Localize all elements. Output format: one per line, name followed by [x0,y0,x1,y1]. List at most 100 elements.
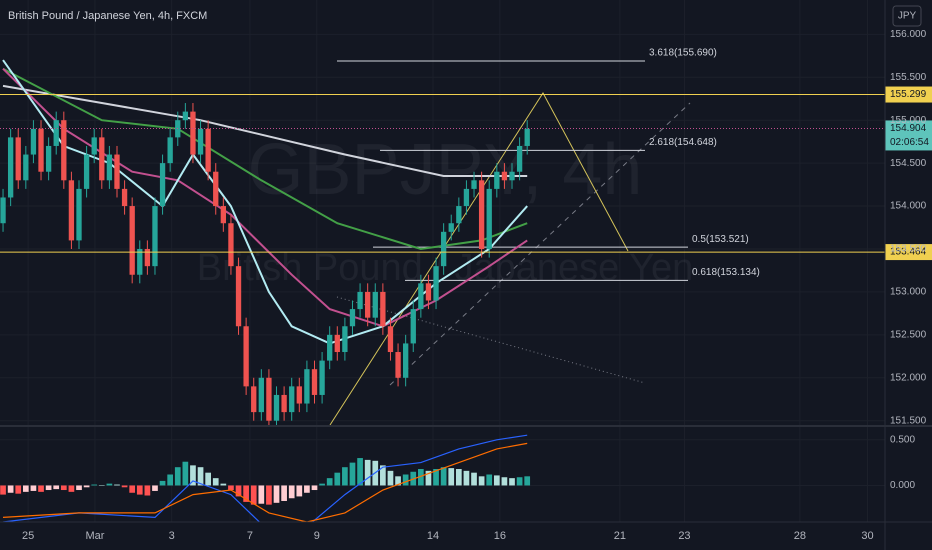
macd-histogram-bar [38,485,44,492]
price-badge [885,86,932,103]
candle-body [0,197,6,224]
candle-body [152,206,158,267]
candle-body [410,309,416,344]
candle-body [83,154,90,189]
candle-body [258,377,264,413]
macd-histogram-bar [448,468,455,486]
macd-histogram-bar [205,472,211,486]
macd-histogram-bar [455,469,462,486]
y-tick-label: 153.000 [890,287,927,298]
macd-histogram-bar [509,478,515,486]
candle-body [304,369,310,404]
countdown: 02:06:54 [890,137,929,148]
candle-body [372,291,378,318]
candle-body [425,283,432,301]
fib-label: 2.618(154.648) [649,137,717,148]
macd-histogram-bar [471,472,477,486]
candle-body [38,128,44,172]
y-tick-label: 154.500 [890,158,927,169]
candle-body [182,111,189,121]
macd-histogram-bar [433,469,439,486]
candle-body [114,154,120,189]
y-tick-label: 155.500 [890,72,927,83]
candle-body [243,326,249,387]
macd-histogram-bar [182,461,189,486]
candle-body [509,171,515,181]
candle-body [296,386,302,404]
moving-average [2,67,528,251]
candle-body [456,206,462,224]
macd-line [2,442,528,522]
candle-body [99,137,105,181]
macd-histogram-bar [30,485,37,491]
candle-body [167,137,173,164]
macd-pane [0,434,531,522]
candle-body [76,188,82,241]
macd-histogram-bar [258,485,265,504]
grid [0,0,885,522]
macd-histogram-bar [114,484,120,486]
price-badge [885,244,932,261]
candle-body [30,128,37,155]
candle-body [68,180,75,241]
price-badge-label: 155.299 [890,89,927,100]
fib-label: 3.618(155.690) [649,48,717,59]
overlay: 3.618(155.690) 2.618(154.648) 0.5(153.521)… [649,48,932,278]
macd-histogram-bar [228,485,234,491]
candle-body [334,334,340,353]
candle-body [235,266,242,327]
candle-body [311,369,318,395]
candle-body [418,283,424,310]
currency-box[interactable] [892,5,922,27]
candle-body [129,206,135,275]
macd-histogram-bar [342,467,348,486]
macd-histogram-bar [15,485,22,494]
candle-body [440,231,447,267]
fib-label: 0.5(153.521) [692,234,749,245]
macd-histogram-bar [486,474,493,486]
macd-histogram-bar [266,485,272,505]
candle-body [137,248,143,275]
x-tick-label: 16 [494,530,506,542]
macd-histogram-bar [250,485,257,505]
macd-histogram-bar [524,476,531,486]
candle-body [380,291,386,327]
candle-body [319,360,325,395]
macd-histogram-bar [516,477,523,486]
macd-histogram-bar [281,485,287,501]
macd-histogram-bar [326,478,333,486]
y-tick-label: 151.500 [890,415,927,426]
currency[interactable]: JPY [898,11,917,22]
candle-body [190,111,196,155]
candle-body [342,326,348,353]
candle-body [494,171,500,189]
candle-body [387,326,394,353]
macd-histogram-bar [174,467,181,486]
macd-histogram-bar [22,485,29,492]
last-price-label: 154.904 [890,123,927,134]
y-tick-label: 155.000 [890,115,927,126]
macd-histogram-bar [288,485,295,499]
y-tick-label: 152.500 [890,329,927,340]
macd-histogram-bar [349,462,356,486]
macd-line [2,434,528,522]
x-tick-label: 25 [22,530,34,542]
candle-body [213,171,219,207]
macd-histogram-bar [418,469,424,486]
macd-histogram-bar [60,485,67,491]
macd-histogram-bar [144,485,151,496]
macd-histogram-bar [212,478,219,486]
macd-histogram-bar [380,465,386,486]
candle-body [266,377,272,421]
last-price-badge [885,120,932,151]
candle-body [23,154,29,181]
candle-body [281,394,287,413]
watermark: GBPJPY, 4h [248,130,643,210]
candle-body [159,163,166,207]
candle-body [516,145,523,172]
candle-body [433,266,439,301]
macd-histogram-bar [387,470,394,486]
macd-histogram-bar [0,485,6,495]
